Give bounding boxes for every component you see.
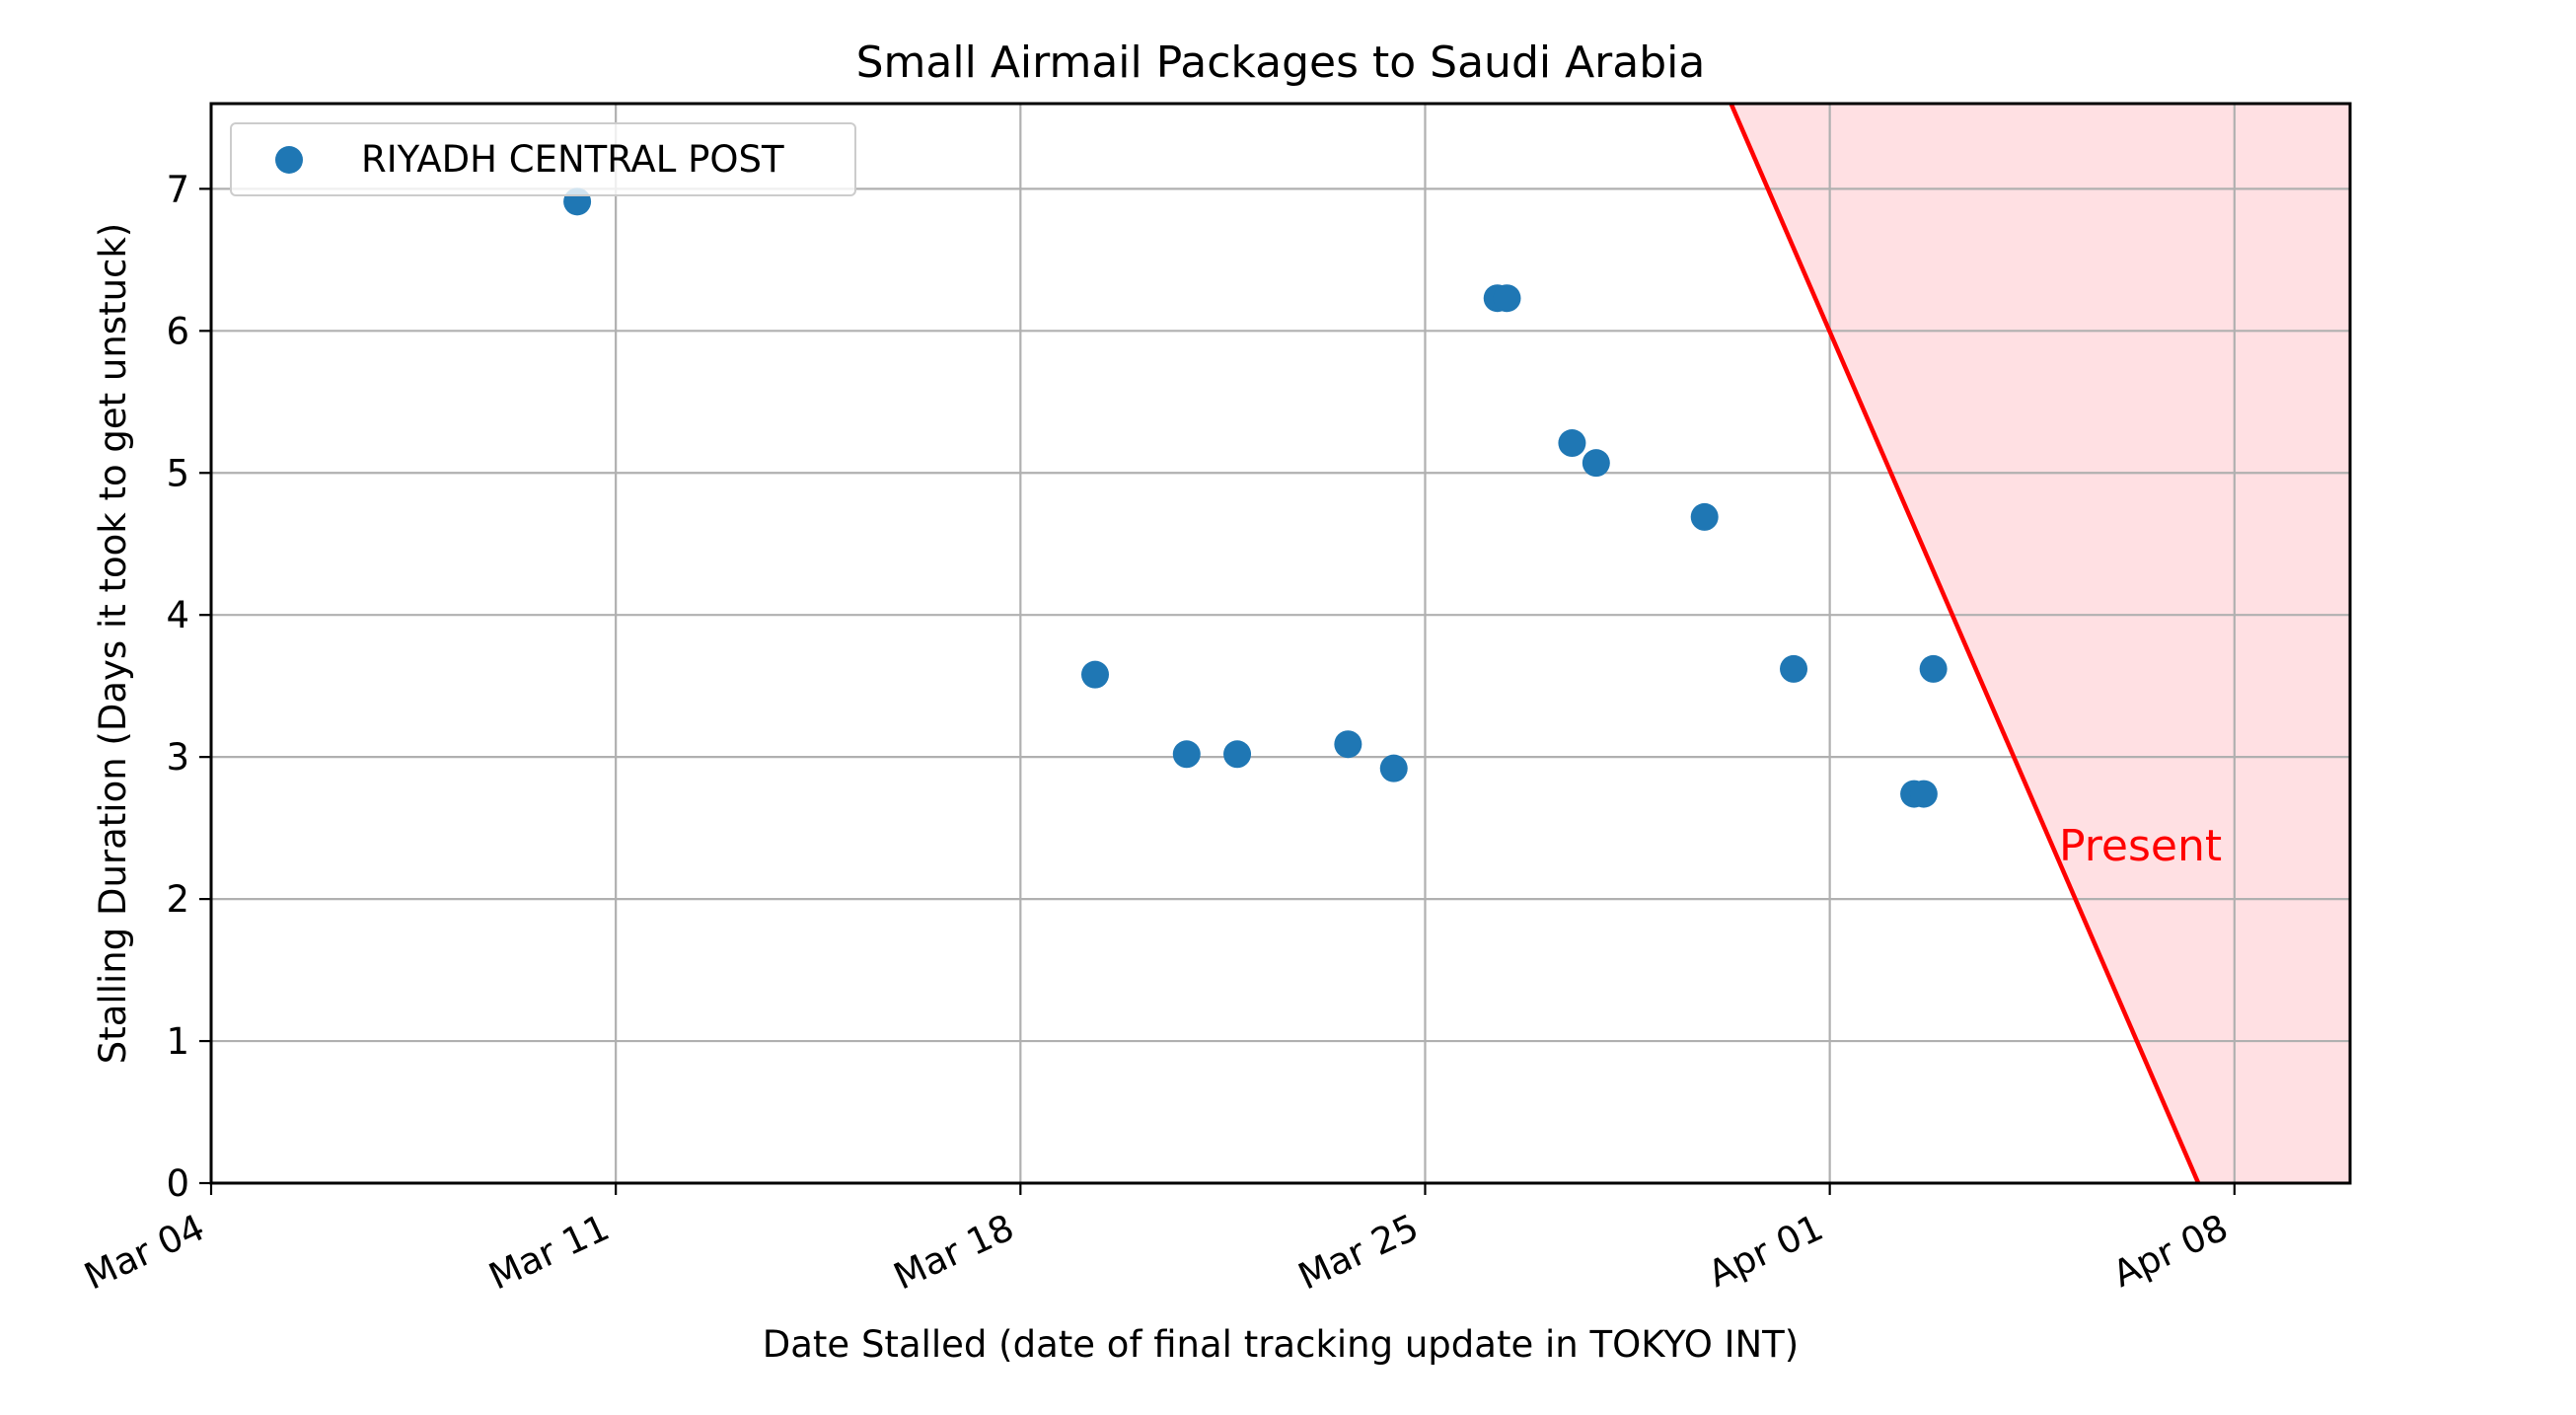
chart-title: Small Airmail Packages to Saudi Arabia [856, 37, 1706, 88]
x-axis-label: Date Stalled (date of final tracking upd… [763, 1323, 1799, 1366]
y-tick-label: 6 [166, 310, 189, 352]
y-tick-label: 1 [166, 1020, 189, 1063]
y-tick-label: 3 [166, 736, 189, 779]
data-point [1379, 754, 1408, 782]
data-point [1909, 780, 1938, 808]
data-point [1558, 429, 1586, 458]
y-axis-label: Stalling Duration (Days it took to get u… [92, 223, 134, 1064]
present-line [1729, 104, 2201, 1183]
y-tick-label: 7 [166, 168, 189, 210]
data-point [1334, 730, 1362, 759]
present-region [1730, 104, 2350, 1183]
legend-marker [275, 146, 303, 174]
legend-box [230, 122, 856, 196]
data-point [1919, 654, 1948, 683]
y-tick-label: 4 [166, 594, 189, 636]
data-point [1582, 449, 1610, 478]
y-tick-label: 5 [166, 452, 189, 494]
data-point [1081, 660, 1110, 689]
y-tick-label: 0 [166, 1162, 189, 1205]
data-point [1172, 740, 1201, 769]
legend-label: RIYADH CENTRAL POST [361, 138, 784, 181]
data-point [1223, 740, 1252, 769]
y-tick-label: 2 [166, 878, 189, 921]
data-point [1493, 284, 1521, 313]
data-point [1690, 502, 1719, 531]
data-points [563, 187, 1948, 808]
plot-frame [209, 102, 2352, 1185]
data-point [1780, 654, 1808, 683]
legend: RIYADH CENTRAL POST [230, 122, 856, 196]
present-label: Present [2059, 821, 2222, 871]
y-axis: 0 1 2 3 4 5 6 7 [166, 168, 211, 1205]
